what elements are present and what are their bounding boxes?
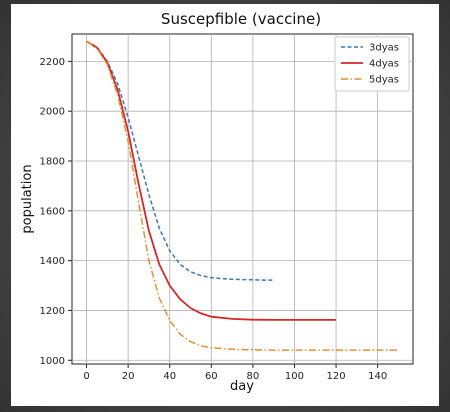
series-line-5dyas [86,40,399,351]
x-axis-ticks: 0 20 40 60 80 100 120 140 [83,364,387,382]
y-tick-label: 1800 [40,157,65,168]
x-tick-label: 140 [368,371,387,382]
x-tick-label: 60 [205,371,218,382]
x-tick-label: 120 [327,371,346,382]
y-tick-label: 1000 [40,356,65,367]
x-tick-label: 0 [83,371,89,382]
series-lines [86,40,399,351]
chart-legend: 3dyas 4dyas 5dyas [334,36,410,92]
grid-lines [72,34,413,364]
x-tick-label: 40 [163,371,176,382]
series-line-3dyas [86,40,274,281]
legend-box [334,36,410,92]
y-axis-ticks: 1000 1200 1400 1600 1800 2000 2200 [40,57,72,367]
legend-label: 5dyas [369,75,399,86]
x-tick-label: 80 [247,371,260,382]
legend-label: 3dyas [369,43,399,54]
y-tick-label: 1200 [40,306,65,317]
chart-figure: Suscepfible (vaccine) 0 20 40 60 80 100 120 140… [11,4,439,406]
y-axis-label: population [20,164,35,233]
y-tick-label: 1600 [40,206,65,217]
x-tick-label: 100 [285,371,304,382]
y-tick-label: 1400 [40,256,65,267]
y-tick-label: 2200 [40,57,65,68]
y-tick-label: 2000 [40,107,65,118]
series-line-4dyas [86,40,337,321]
x-tick-label: 20 [122,371,135,382]
chart-title: Suscepfible (vaccine) [161,10,321,28]
legend-label: 4dyas [369,59,399,70]
line-chart: Suscepfible (vaccine) 0 20 40 60 80 100 120 140… [20,10,414,394]
x-axis-label: day [230,379,254,394]
